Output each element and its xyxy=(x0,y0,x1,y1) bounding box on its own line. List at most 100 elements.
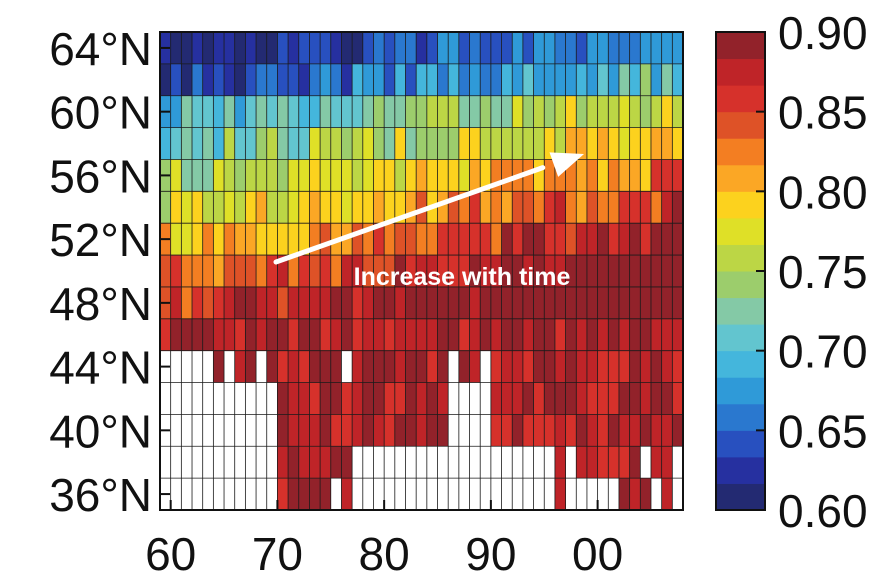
heatmap-cell xyxy=(618,223,630,256)
heatmap-cell xyxy=(586,191,598,224)
heatmap-cell xyxy=(544,255,555,287)
heatmap-cell xyxy=(533,127,545,160)
heatmap-cell xyxy=(330,127,342,160)
heatmap-cell xyxy=(565,478,577,510)
heatmap-cell xyxy=(245,382,257,415)
heatmap-cell xyxy=(533,446,545,479)
heatmap-cell xyxy=(213,63,225,96)
heatmap-cell xyxy=(554,127,566,160)
heatmap-cell xyxy=(181,318,193,351)
colorbar-swatch xyxy=(716,456,765,484)
heatmap-cell xyxy=(298,382,310,415)
heatmap-cell xyxy=(352,255,363,287)
heatmap-cell xyxy=(202,446,214,479)
heatmap-cell xyxy=(661,32,673,64)
heatmap-cell xyxy=(640,414,651,447)
heatmap-cell xyxy=(469,446,481,479)
heatmap-cell xyxy=(266,255,278,287)
heatmap-cell xyxy=(426,95,438,128)
heatmap-cell xyxy=(608,414,619,447)
heatmap-cell xyxy=(544,478,555,510)
heatmap-cell xyxy=(362,414,374,447)
heatmap-cell xyxy=(608,318,619,351)
heatmap-cell xyxy=(416,95,427,128)
heatmap-cell xyxy=(341,382,353,415)
heatmap-cell xyxy=(490,255,502,287)
heatmap-cell xyxy=(362,286,374,319)
heatmap-cell xyxy=(512,414,523,447)
heatmap-cell xyxy=(384,318,395,351)
heatmap-cell xyxy=(565,159,577,192)
heatmap-cell xyxy=(448,446,459,479)
heatmap-cell xyxy=(298,318,310,351)
heatmap-cell xyxy=(501,414,513,447)
colorbar-swatch xyxy=(716,350,765,378)
heatmap-cell xyxy=(405,382,417,415)
heatmap-cell xyxy=(469,32,481,64)
heatmap-cell xyxy=(384,286,395,319)
heatmap-cell xyxy=(458,350,470,383)
heatmap-cell xyxy=(298,350,310,383)
heatmap-cell xyxy=(160,382,171,415)
heatmap-cell xyxy=(426,446,438,479)
heatmap-cell xyxy=(448,159,459,192)
heatmap-cell xyxy=(245,414,257,447)
heatmap-cell xyxy=(373,159,385,192)
heatmap-cell xyxy=(362,159,374,192)
heatmap-cell xyxy=(629,223,641,256)
heatmap-cell xyxy=(170,318,182,351)
heatmap-cell xyxy=(672,255,683,287)
heatmap-cell xyxy=(320,478,331,510)
heatmap-cell xyxy=(533,318,545,351)
heatmap-cell xyxy=(266,159,278,192)
heatmap-cell xyxy=(522,478,534,510)
heatmap-cell xyxy=(181,478,193,510)
heatmap-cell xyxy=(202,32,214,64)
y-tick-label: 56°N xyxy=(49,150,152,202)
heatmap-cell xyxy=(480,255,491,287)
heatmap-cell xyxy=(565,95,577,128)
heatmap-cell xyxy=(629,446,641,479)
heatmap-cell xyxy=(586,414,598,447)
heatmap-cell xyxy=(277,223,289,256)
heatmap-cell xyxy=(181,32,193,64)
heatmap-cell xyxy=(661,286,673,319)
heatmap-cell xyxy=(437,286,449,319)
heatmap-cell xyxy=(234,223,246,256)
heatmap-cell xyxy=(394,286,406,319)
heatmap-cell xyxy=(288,95,299,128)
heatmap-cell xyxy=(373,32,385,64)
heatmap-cell xyxy=(170,127,182,160)
heatmap-cell xyxy=(522,255,534,287)
heatmap-cell xyxy=(554,286,566,319)
heatmap-cell xyxy=(373,350,385,383)
heatmap-cell xyxy=(234,63,246,96)
heatmap-cell xyxy=(298,32,310,64)
heatmap-cell xyxy=(490,382,502,415)
heatmap-cell xyxy=(181,127,193,160)
heatmap-cell xyxy=(256,350,267,383)
heatmap-cell xyxy=(522,32,534,64)
heatmap-cell xyxy=(416,159,427,192)
heatmap-cell xyxy=(512,191,523,224)
heatmap-cell xyxy=(544,32,555,64)
heatmap-cell xyxy=(309,159,321,192)
heatmap-cell xyxy=(522,382,534,415)
y-tick-label: 36°N xyxy=(49,469,152,521)
heatmap-cell xyxy=(266,382,278,415)
heatmap-cell xyxy=(469,159,481,192)
heatmap-cell xyxy=(266,63,278,96)
heatmap-cell xyxy=(480,127,491,160)
heatmap-cell xyxy=(256,191,267,224)
heatmap-cell xyxy=(277,127,289,160)
heatmap-cell xyxy=(501,350,513,383)
heatmap-cell xyxy=(458,191,470,224)
heatmap-cell xyxy=(341,414,353,447)
heatmap-cell xyxy=(277,95,289,128)
heatmap-cell xyxy=(533,478,545,510)
heatmap-cell xyxy=(650,95,662,128)
heatmap-cell xyxy=(437,191,449,224)
heatmap-cell xyxy=(288,127,299,160)
colorbar-tick-label: 0.80 xyxy=(778,166,868,218)
heatmap-cell xyxy=(320,191,331,224)
